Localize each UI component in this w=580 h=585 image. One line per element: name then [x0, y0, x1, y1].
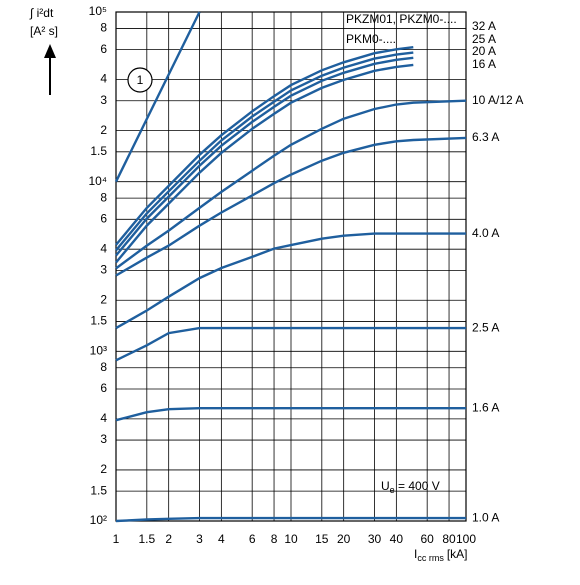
series-label: 2.5 A: [472, 320, 499, 334]
y-label-top: ∫ i²dt: [29, 6, 54, 20]
x-tick-label: 4: [218, 532, 225, 546]
y-tick-label: 10³: [90, 344, 107, 358]
series-label: 1: [137, 73, 144, 87]
x-tick-label: 40: [390, 532, 404, 546]
y-tick-label: 8: [100, 360, 107, 374]
y-tick-label: 4: [100, 411, 107, 425]
x-tick-label: 6: [249, 532, 256, 546]
y-tick-label: 1.5: [90, 483, 107, 497]
series-label: 16 A: [472, 57, 496, 71]
y-tick-label: 8: [100, 190, 107, 204]
y-label-unit: [A² s]: [30, 24, 58, 38]
x-tick-label: 80: [442, 532, 456, 546]
y-tick-label: 1.5: [90, 144, 107, 158]
y-tick-label: 1.5: [90, 314, 107, 328]
x-tick-label: 8: [271, 532, 278, 546]
y-tick-label: 2: [100, 292, 107, 306]
x-tick-label: 60: [420, 532, 434, 546]
series-label: 32 A: [472, 19, 496, 33]
axis-arrow-head: [44, 44, 56, 58]
y-tick-label: 4: [100, 72, 107, 86]
y-tick-label: 2: [100, 462, 107, 476]
x-tick-label: 15: [315, 532, 329, 546]
x-tick-label: 3: [196, 532, 203, 546]
series-line: [115, 46, 414, 246]
series-line: [115, 232, 466, 330]
series-line: [115, 99, 467, 270]
series-label: 20 A: [472, 44, 496, 58]
annotation-voltage: Ue = 400 V: [381, 479, 440, 495]
y-tick-label: 4: [100, 241, 107, 255]
x-tick-label: 2: [165, 532, 172, 546]
y-tick-label: 3: [100, 432, 107, 446]
series-line: [115, 326, 466, 362]
series-label: 1.0 A: [472, 510, 499, 524]
x-tick-label: 1: [113, 532, 120, 546]
series-label: 10 A/12 A: [472, 93, 523, 107]
y-tick-label: 3: [100, 93, 107, 107]
y-tick-label: 6: [100, 381, 107, 395]
x-tick-label: 100: [456, 532, 476, 546]
plot-frame: [115, 11, 467, 522]
y-tick-label: 2: [100, 123, 107, 137]
series-label: 1.6 A: [472, 400, 499, 414]
series-line: [115, 516, 466, 523]
marker-circle: [127, 67, 153, 93]
series-label: 25 A: [472, 32, 496, 46]
y-tick-label: 8: [100, 21, 107, 35]
y-tick-label: 6: [100, 42, 107, 56]
annotation-devices: PKZM01, PKZM0-....: [346, 12, 457, 26]
y-tick-label: 3: [100, 263, 107, 277]
x-tick-label: 30: [368, 532, 382, 546]
x-label: Icc rms [kA]: [414, 547, 468, 563]
y-tick-label: 6: [100, 211, 107, 225]
annotation-devices: PKM0-....: [346, 32, 396, 46]
x-tick-label: 20: [337, 532, 351, 546]
series-line: [115, 407, 466, 422]
series-marker: 1: [127, 67, 153, 93]
series-label: 6.3 A: [472, 130, 499, 144]
x-tick-label: 10: [284, 532, 298, 546]
series-line: [115, 56, 414, 257]
series-line: [115, 136, 467, 277]
series-line: [115, 51, 414, 252]
series-line: [114, 11, 201, 183]
x-tick-label: 1.5: [138, 532, 155, 546]
series-line: [115, 63, 414, 264]
y-tick-label: 10⁴: [88, 174, 107, 188]
series-label: 4.0 A: [472, 226, 499, 240]
y-tick-label: 10²: [90, 513, 107, 527]
y-tick-label: 10⁵: [89, 4, 107, 18]
